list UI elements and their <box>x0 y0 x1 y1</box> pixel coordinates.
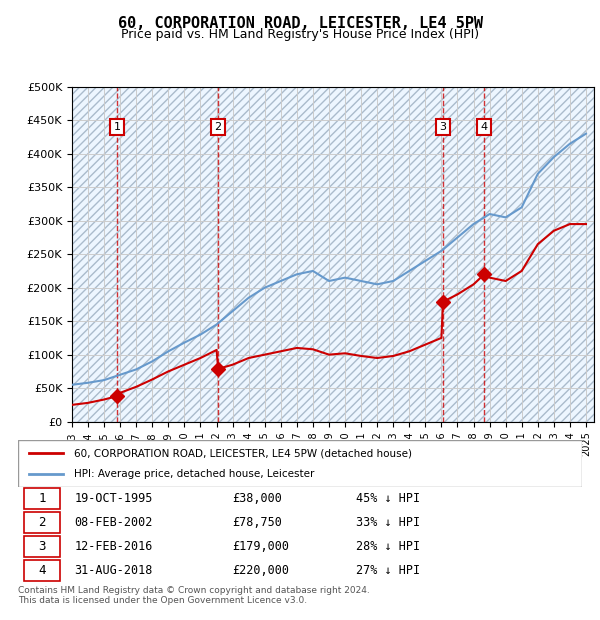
FancyBboxPatch shape <box>23 536 60 557</box>
Text: 4: 4 <box>38 564 46 577</box>
FancyBboxPatch shape <box>18 440 582 487</box>
FancyBboxPatch shape <box>23 488 60 509</box>
Text: 3: 3 <box>38 540 46 553</box>
Text: 31-AUG-2018: 31-AUG-2018 <box>74 564 153 577</box>
Text: 45% ↓ HPI: 45% ↓ HPI <box>356 492 421 505</box>
Text: Contains HM Land Registry data © Crown copyright and database right 2024.
This d: Contains HM Land Registry data © Crown c… <box>18 586 370 605</box>
Text: Price paid vs. HM Land Registry's House Price Index (HPI): Price paid vs. HM Land Registry's House … <box>121 28 479 41</box>
Text: £220,000: £220,000 <box>232 564 289 577</box>
Text: 1: 1 <box>113 122 121 132</box>
Text: 60, CORPORATION ROAD, LEICESTER, LE4 5PW (detached house): 60, CORPORATION ROAD, LEICESTER, LE4 5PW… <box>74 448 412 458</box>
Text: £38,000: £38,000 <box>232 492 282 505</box>
Text: £78,750: £78,750 <box>232 516 282 529</box>
Text: 28% ↓ HPI: 28% ↓ HPI <box>356 540 421 553</box>
Text: 27% ↓ HPI: 27% ↓ HPI <box>356 564 421 577</box>
Text: 3: 3 <box>440 122 446 132</box>
Text: 4: 4 <box>481 122 488 132</box>
Text: 08-FEB-2002: 08-FEB-2002 <box>74 516 153 529</box>
Text: HPI: Average price, detached house, Leicester: HPI: Average price, detached house, Leic… <box>74 469 315 479</box>
Text: 1: 1 <box>38 492 46 505</box>
Text: 2: 2 <box>215 122 222 132</box>
Text: £179,000: £179,000 <box>232 540 289 553</box>
FancyBboxPatch shape <box>23 512 60 533</box>
Text: 19-OCT-1995: 19-OCT-1995 <box>74 492 153 505</box>
FancyBboxPatch shape <box>23 560 60 582</box>
Text: 33% ↓ HPI: 33% ↓ HPI <box>356 516 421 529</box>
Text: 12-FEB-2016: 12-FEB-2016 <box>74 540 153 553</box>
Text: 60, CORPORATION ROAD, LEICESTER, LE4 5PW: 60, CORPORATION ROAD, LEICESTER, LE4 5PW <box>118 16 482 30</box>
Text: 2: 2 <box>38 516 46 529</box>
